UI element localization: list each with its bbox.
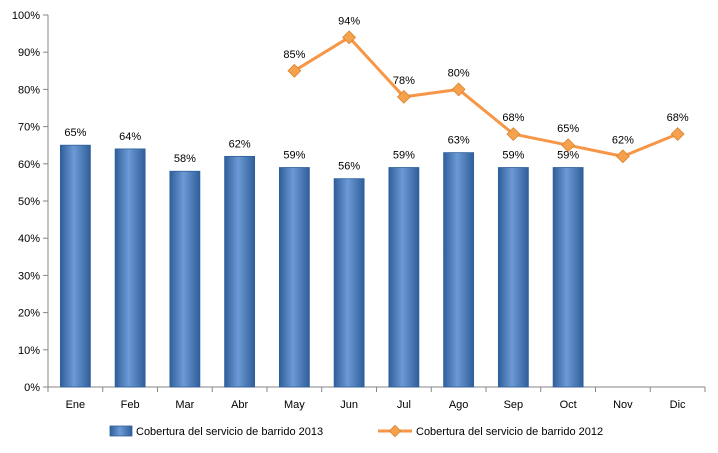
bar [552, 167, 584, 388]
line-data-label: 78% [393, 75, 415, 87]
bar-data-label: 59% [393, 150, 415, 162]
bar [169, 170, 201, 388]
bar-data-label: 62% [229, 138, 251, 150]
y-axis: 0% 10% 20% 30% 40% 50% 60% 70% 80% 90% 100% [12, 10, 49, 394]
line-series: 85% 94% 78% 80% 68% 65% 62% 68% [283, 15, 689, 164]
line-data-label: 94% [338, 15, 360, 27]
y-tick-label: 30% [18, 270, 40, 282]
line-point [451, 82, 466, 97]
line-point [561, 138, 576, 153]
y-tick-label: 100% [12, 10, 40, 22]
bar-data-label: 64% [119, 131, 141, 143]
bar [224, 155, 256, 388]
bar-data-label: 59% [502, 150, 524, 162]
y-tick-label: 0% [24, 382, 40, 394]
line-data-label: 85% [283, 49, 305, 61]
line-point [615, 149, 630, 164]
bar-data-label: 58% [174, 153, 196, 165]
line-data-label: 65% [557, 123, 579, 135]
x-tick-label: Dic [670, 399, 686, 411]
x-axis: Ene Feb Mar Abr May Jun Jul Ago Sep Oct Nov Dic [47, 386, 706, 411]
x-tick-label: Ene [66, 399, 86, 411]
legend-marker-2012 [388, 424, 402, 438]
line-point [670, 127, 685, 141]
bar [388, 167, 420, 388]
bar-data-label: 56% [338, 161, 360, 173]
y-tick-label: 40% [18, 233, 40, 245]
x-tick-label: Feb [121, 399, 140, 411]
bar [278, 167, 310, 388]
x-tick-label: Sep [504, 399, 524, 411]
x-tick-label: Nov [613, 399, 633, 411]
legend-label-2012: Cobertura del servicio de barrido 2012 [416, 426, 603, 438]
y-tick-label: 90% [18, 47, 40, 59]
y-tick-label: 10% [18, 345, 40, 357]
legend: Cobertura del servicio de barrido 2013 C… [109, 424, 603, 438]
x-tick-label: Abr [231, 399, 248, 411]
bar-series: 65% 64% 58% 62% 59% 56% 59% 63% 59% 59% [59, 127, 584, 388]
bar-data-label: 65% [64, 127, 86, 139]
line-data-label: 80% [448, 67, 470, 79]
y-tick-label: 20% [18, 308, 40, 320]
line-point [287, 63, 302, 78]
y-tick-label: 80% [18, 84, 40, 96]
bar [114, 148, 146, 388]
line-path [293, 35, 679, 158]
x-tick-label: Jul [397, 399, 411, 411]
line-point [342, 30, 357, 45]
bar-data-label: 63% [448, 135, 470, 147]
line-data-label: 62% [612, 134, 634, 146]
bar [443, 152, 475, 388]
x-tick-label: Oct [560, 399, 577, 411]
bar [497, 167, 529, 388]
line-point [506, 127, 521, 141]
line-point [396, 89, 411, 104]
legend-label-2013: Cobertura del servicio de barrido 2013 [136, 426, 323, 438]
y-tick-label: 60% [18, 159, 40, 171]
x-tick-label: May [284, 399, 305, 411]
bar [333, 178, 365, 388]
y-tick-label: 50% [18, 196, 40, 208]
bar-data-label: 59% [283, 150, 305, 162]
x-tick-label: Jun [340, 399, 358, 411]
line-data-label: 68% [502, 112, 524, 124]
x-tick-label: Mar [175, 399, 194, 411]
bar [59, 144, 91, 388]
legend-swatch-2013 [109, 425, 133, 437]
line-data-label: 68% [667, 112, 689, 124]
bar-data-label: 59% [557, 150, 579, 162]
y-tick-label: 70% [18, 122, 40, 134]
x-tick-label: Ago [449, 399, 469, 411]
